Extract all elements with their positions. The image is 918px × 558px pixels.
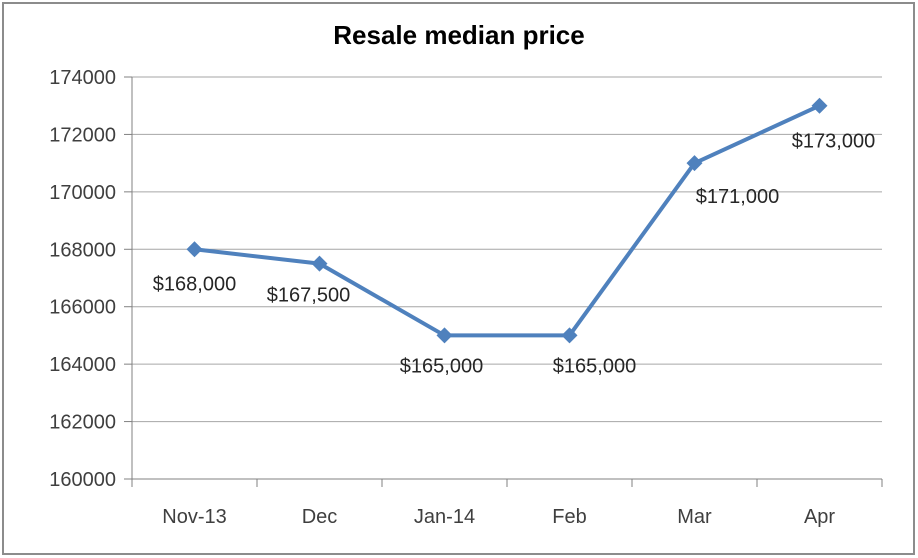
data-point-marker [686,155,703,172]
data-point-label: $168,000 [153,273,236,295]
data-point-marker [436,327,453,344]
data-point-label: $165,000 [553,355,636,377]
y-axis-tick-label: 166000 [49,297,116,319]
data-point-marker [311,255,328,272]
y-axis-tick-label: 168000 [49,239,116,261]
data-point-label: $171,000 [696,186,779,208]
y-axis-tick-label: 172000 [49,124,116,146]
x-axis-category-label: Dec [302,506,338,528]
data-point-label: $167,500 [267,285,350,307]
y-axis-tick-label: 164000 [49,354,116,376]
y-axis-tick-label: 160000 [49,469,116,491]
data-point-label: $173,000 [792,131,875,153]
x-axis-category-label: Mar [677,506,712,528]
x-axis-category-label: Nov-13 [162,506,226,528]
x-axis-category-label: Apr [804,506,835,528]
y-axis-tick-label: 162000 [49,412,116,434]
data-point-marker [186,241,203,258]
x-axis-category-label: Jan-14 [414,506,475,528]
series-line [192,103,822,338]
chart-title: Resale median price [333,20,585,50]
x-axis-category-label: Feb [552,506,586,528]
data-point-marker [811,97,828,114]
y-axis-tick-label: 174000 [49,67,116,89]
data-point-label: $165,000 [400,355,483,377]
data-point-marker [561,327,578,344]
y-axis-tick-label: 170000 [49,182,116,204]
